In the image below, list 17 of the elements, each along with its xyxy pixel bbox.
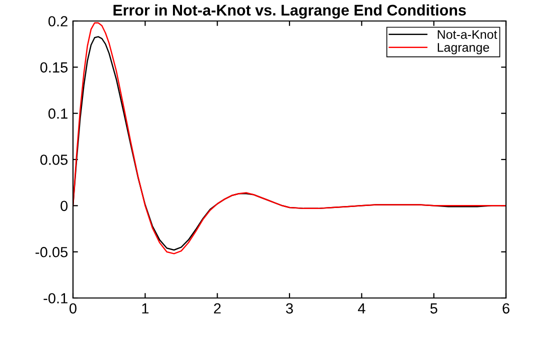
y-tick-label: 0.2 <box>48 16 68 26</box>
x-tick-label: 0 <box>70 303 76 314</box>
x-tick-label: 4 <box>358 303 366 314</box>
chart-title: Error in Not-a-Knot vs. Lagrange End Conditions <box>114 4 466 19</box>
y-tick-label: 0 <box>60 200 68 212</box>
legend-label: Lagrange <box>438 43 490 54</box>
x-tick-label: 2 <box>214 303 221 314</box>
y-tick-label: 0.05 <box>40 154 68 165</box>
x-tick-label: 6 <box>502 303 510 314</box>
x-tick-label: 5 <box>430 303 438 314</box>
y-tick-label: -0.1 <box>44 293 68 304</box>
y-tick-label: 0.1 <box>48 108 68 119</box>
legend-label: Not-a-Knot <box>438 30 498 39</box>
y-tick-label: 0.15 <box>40 62 68 73</box>
x-tick-label: 3 <box>286 303 293 314</box>
y-tick-label: -0.05 <box>36 246 68 258</box>
x-tick-label: 1 <box>142 303 149 314</box>
